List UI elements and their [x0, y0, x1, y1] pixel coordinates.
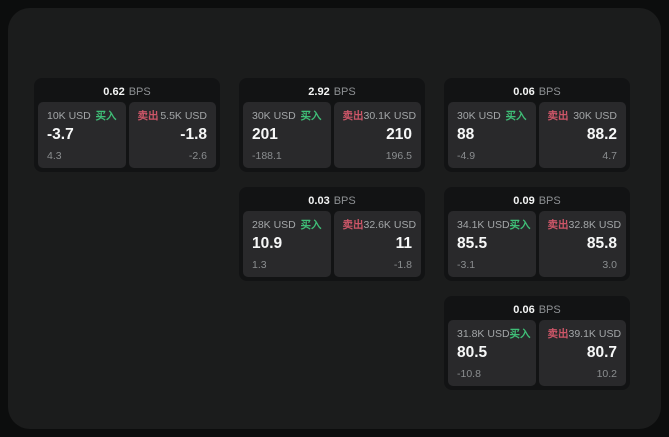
buy-tag: 买入	[300, 219, 322, 231]
buy-delta: -4.9	[457, 150, 476, 162]
quote-panels: 10K USD 买入 -3.7 4.3 卖出 5.5K USD -1.8 -2.…	[38, 102, 216, 168]
sell-price: 88.2	[586, 126, 617, 143]
bps-unit-label: BPS	[333, 195, 356, 207]
sell-panel[interactable]: 卖出 30.1K USD 210 196.5	[333, 102, 421, 168]
quote-card: 0.09 BPS 34.1K USD 买入 85.5 -3.1 卖出 32.8K …	[444, 187, 630, 281]
quote-panels: 30K USD 买入 88 -4.9 卖出 30K USD 88.2 4.7	[448, 102, 626, 168]
quote-card: 0.06 BPS 31.8K USD 买入 80.5 -10.8 卖出 39.1K…	[444, 296, 630, 390]
buy-amount: 34.1K USD	[457, 219, 510, 231]
buy-price: -3.7	[47, 126, 74, 143]
buy-tag: 买入	[95, 110, 117, 122]
sell-panel[interactable]: 卖出 32.8K USD 85.8 3.0	[538, 211, 626, 277]
quote-card: 0.06 BPS 30K USD 买入 88 -4.9 卖出 30K USD 88…	[444, 78, 630, 172]
bps-unit-label: BPS	[538, 304, 561, 316]
quote-panels: 31.8K USD 买入 80.5 -10.8 卖出 39.1K USD 80.…	[448, 320, 626, 386]
sell-amount: 30K USD	[573, 110, 617, 122]
buy-price: 10.9	[252, 235, 283, 252]
sell-tag: 卖出	[547, 328, 569, 340]
quote-panels: 28K USD 买入 10.9 1.3 卖出 32.6K USD 11 -1.8	[243, 211, 421, 277]
buy-price: 85.5	[457, 235, 488, 252]
bps-spread-value: 0.06	[513, 86, 535, 98]
buy-amount: 30K USD	[252, 110, 296, 122]
sell-amount: 30.1K USD	[363, 110, 417, 122]
buy-tag: 买入	[509, 328, 531, 340]
sell-delta: 10.2	[596, 368, 617, 380]
buy-delta: -3.1	[457, 259, 476, 271]
sell-delta: -2.6	[188, 150, 207, 162]
sell-delta: 4.7	[602, 150, 617, 162]
bps-spread-header: 0.06 BPS	[448, 82, 626, 102]
buy-tag: 买入	[509, 219, 531, 231]
buy-price: 80.5	[457, 344, 488, 361]
bps-spread-header: 0.09 BPS	[448, 191, 626, 211]
buy-delta: 1.3	[252, 259, 267, 271]
buy-price: 201	[252, 126, 278, 143]
buy-price: 88	[457, 126, 475, 143]
buy-panel[interactable]: 10K USD 买入 -3.7 4.3	[38, 102, 126, 168]
sell-delta: 3.0	[602, 259, 617, 271]
bps-unit-label: BPS	[333, 86, 356, 98]
bps-spread-header: 0.03 BPS	[243, 191, 421, 211]
bps-spread-value: 0.09	[513, 195, 535, 207]
sell-delta: -1.8	[393, 259, 412, 271]
sell-tag: 卖出	[342, 219, 364, 231]
buy-delta: -10.8	[457, 368, 481, 380]
quote-card: 2.92 BPS 30K USD 买入 201 -188.1 卖出 30.1K U…	[239, 78, 425, 172]
quote-panels: 34.1K USD 买入 85.5 -3.1 卖出 32.8K USD 85.8…	[448, 211, 626, 277]
sell-amount: 39.1K USD	[568, 328, 622, 340]
bps-unit-label: BPS	[128, 86, 151, 98]
sell-tag: 卖出	[547, 219, 569, 231]
bps-spread-value: 0.03	[308, 195, 330, 207]
bps-spread-header: 2.92 BPS	[243, 82, 421, 102]
bps-spread-value: 2.92	[308, 86, 330, 98]
sell-tag: 卖出	[547, 110, 569, 122]
bps-spread-header: 0.06 BPS	[448, 300, 626, 320]
sell-price: -1.8	[180, 126, 207, 143]
sell-amount: 32.6K USD	[363, 219, 417, 231]
buy-panel[interactable]: 30K USD 买入 88 -4.9	[448, 102, 536, 168]
sell-tag: 卖出	[137, 110, 159, 122]
sell-amount: 32.8K USD	[568, 219, 622, 231]
buy-panel[interactable]: 34.1K USD 买入 85.5 -3.1	[448, 211, 536, 277]
buy-delta: -188.1	[252, 150, 282, 162]
bps-unit-label: BPS	[538, 195, 561, 207]
buy-panel[interactable]: 30K USD 买入 201 -188.1	[243, 102, 331, 168]
sell-price: 80.7	[586, 344, 617, 361]
bps-spread-value: 0.62	[103, 86, 125, 98]
buy-tag: 买入	[505, 110, 527, 122]
bps-unit-label: BPS	[538, 86, 561, 98]
sell-tag: 卖出	[342, 110, 364, 122]
sell-price: 85.8	[586, 235, 617, 252]
quote-panels: 30K USD 买入 201 -188.1 卖出 30.1K USD 210 1…	[243, 102, 421, 168]
bps-spread-header: 0.62 BPS	[38, 82, 216, 102]
buy-amount: 10K USD	[47, 110, 91, 122]
app-panel: 0.62 BPS 10K USD 买入 -3.7 4.3 卖出 5.5K USD …	[8, 8, 661, 429]
buy-delta: 4.3	[47, 150, 62, 162]
sell-delta: 196.5	[385, 150, 412, 162]
cards-grid: 0.62 BPS 10K USD 买入 -3.7 4.3 卖出 5.5K USD …	[34, 78, 630, 390]
buy-panel[interactable]: 31.8K USD 买入 80.5 -10.8	[448, 320, 536, 386]
quote-card: 0.62 BPS 10K USD 买入 -3.7 4.3 卖出 5.5K USD …	[34, 78, 220, 172]
quote-card: 0.03 BPS 28K USD 买入 10.9 1.3 卖出 32.6K USD…	[239, 187, 425, 281]
buy-tag: 买入	[300, 110, 322, 122]
buy-amount: 30K USD	[457, 110, 501, 122]
sell-amount: 5.5K USD	[160, 110, 207, 122]
sell-price: 11	[395, 235, 412, 252]
sell-panel[interactable]: 卖出 5.5K USD -1.8 -2.6	[128, 102, 216, 168]
bps-spread-value: 0.06	[513, 304, 535, 316]
buy-amount: 28K USD	[252, 219, 296, 231]
sell-panel[interactable]: 卖出 32.6K USD 11 -1.8	[333, 211, 421, 277]
sell-panel[interactable]: 卖出 39.1K USD 80.7 10.2	[538, 320, 626, 386]
buy-panel[interactable]: 28K USD 买入 10.9 1.3	[243, 211, 331, 277]
buy-amount: 31.8K USD	[457, 328, 510, 340]
sell-panel[interactable]: 卖出 30K USD 88.2 4.7	[538, 102, 626, 168]
sell-price: 210	[386, 126, 412, 143]
